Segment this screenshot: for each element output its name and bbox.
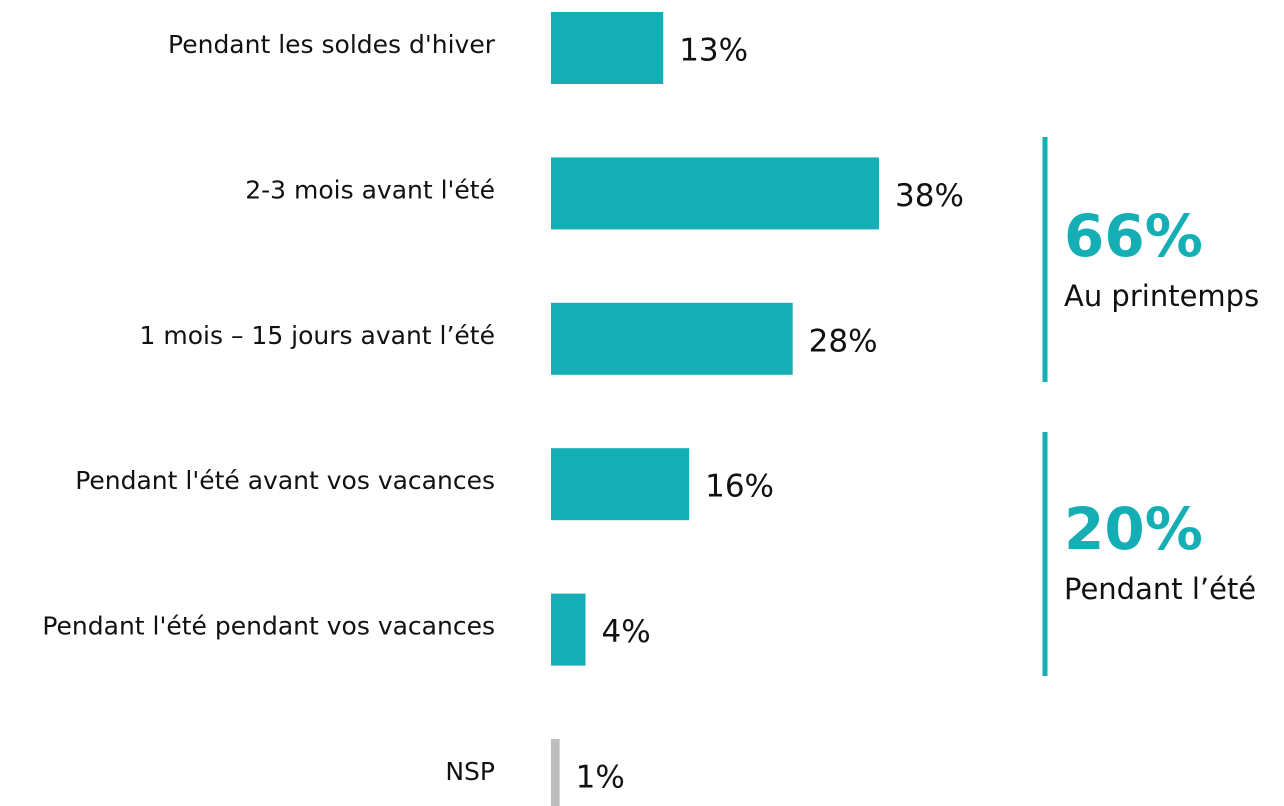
annotation-text: Au printemps	[1064, 279, 1259, 313]
annotation-text: Pendant l’été	[1064, 572, 1256, 606]
bar	[551, 302, 793, 375]
value-label: 38%	[895, 178, 964, 214]
bar	[551, 157, 879, 230]
bar	[551, 739, 560, 806]
category-label: NSP	[445, 757, 495, 786]
category-label: Pendant l'été avant vos vacances	[75, 466, 495, 495]
value-label: 28%	[809, 323, 878, 359]
bar	[551, 12, 664, 84]
category-label: Pendant l'été pendant vos vacances	[42, 612, 495, 641]
category-label: 1 mois – 15 jours avant l’été	[140, 321, 495, 350]
value-label: 4%	[602, 614, 651, 650]
annotation-value: 66%	[1064, 202, 1203, 270]
category-label: Pendant les soldes d'hiver	[168, 30, 496, 59]
bar	[551, 448, 690, 521]
annotation-value: 20%	[1064, 495, 1203, 563]
bar	[551, 593, 586, 666]
value-label: 16%	[705, 469, 774, 505]
category-label: 2-3 mois avant l'été	[245, 175, 495, 204]
value-label: 13%	[679, 33, 748, 69]
value-label: 1%	[576, 760, 625, 796]
